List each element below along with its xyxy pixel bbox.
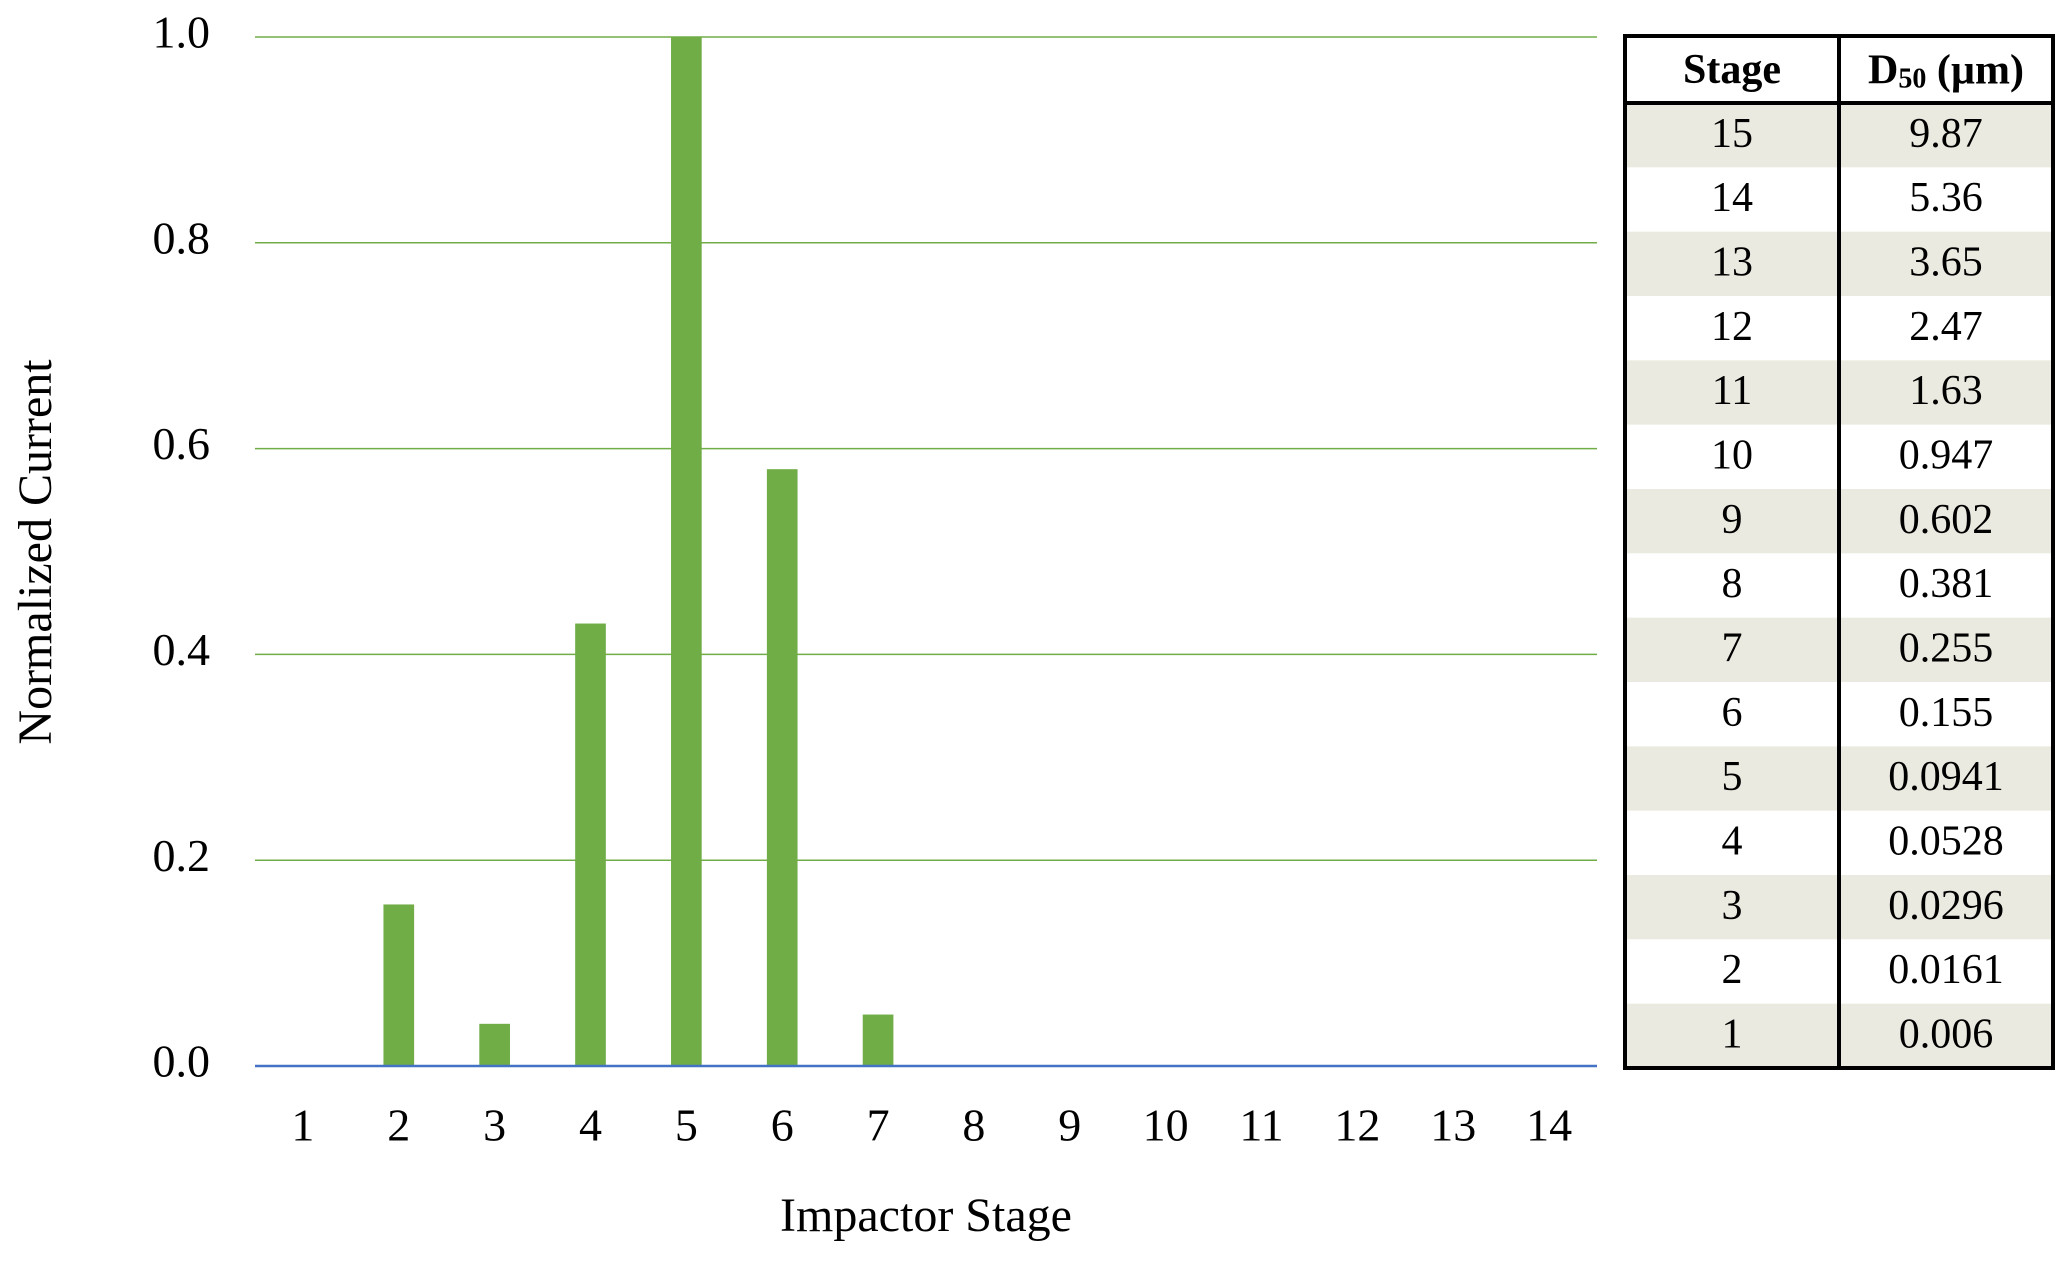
- table-cell: 0.0161: [1888, 947, 2004, 993]
- table-cell: 4: [1722, 818, 1743, 864]
- table-cell: 0.006: [1899, 1011, 1994, 1057]
- x-tick-label: 2: [387, 1100, 410, 1151]
- table-header: D50 (µm): [1868, 47, 2024, 95]
- bar: [383, 904, 415, 1066]
- table-cell: 15: [1711, 111, 1753, 157]
- x-tick-label: 9: [1058, 1100, 1081, 1151]
- table-cell: 1: [1722, 1011, 1743, 1057]
- x-axis-title: Impactor Stage: [780, 1189, 1072, 1242]
- table-cell: 0.155: [1899, 690, 1994, 736]
- bar: [862, 1014, 894, 1066]
- header-main: D: [1868, 47, 1898, 93]
- table-cell: 0.0528: [1888, 818, 2004, 864]
- table-cell: 0.0941: [1888, 754, 2004, 800]
- x-tick-label: 3: [483, 1100, 506, 1151]
- y-tick-label: 0.6: [153, 418, 211, 469]
- x-tick-label: 6: [771, 1100, 794, 1151]
- x-tick-label: 1: [291, 1100, 314, 1151]
- bar: [766, 469, 798, 1066]
- table-cell: 0.255: [1899, 625, 1994, 671]
- y-tick-label: 1.0: [153, 7, 211, 58]
- table-cell: 11: [1712, 368, 1752, 414]
- bar: [479, 1023, 510, 1066]
- y-tick-label: 0.0: [153, 1036, 211, 1087]
- table-cell: 0.947: [1899, 432, 1994, 478]
- y-axis-title: Normalized Current: [9, 359, 62, 745]
- x-tick-label: 14: [1526, 1100, 1572, 1151]
- x-tick-label: 7: [867, 1100, 890, 1151]
- table-cell: 10: [1711, 432, 1753, 478]
- x-tick-label: 12: [1334, 1100, 1380, 1151]
- header-subscript: 50: [1898, 64, 1926, 95]
- table-cell: 3.65: [1909, 239, 1983, 285]
- table-cell: 3: [1722, 883, 1743, 929]
- x-tick-label: 10: [1143, 1100, 1189, 1151]
- x-tick-label: 5: [675, 1100, 698, 1151]
- header-unit: (µm): [1926, 47, 2024, 93]
- y-tick-label: 0.4: [153, 624, 211, 675]
- table-cell: 13: [1711, 239, 1753, 285]
- table-cell: 5.36: [1909, 175, 1983, 221]
- table-cell: 8: [1722, 561, 1743, 607]
- table-cell: 9: [1722, 497, 1743, 543]
- x-tick-label: 13: [1430, 1100, 1476, 1151]
- table-header: Stage: [1683, 47, 1781, 93]
- table-cell: 0.602: [1899, 497, 1994, 543]
- table-cell: 5: [1722, 754, 1743, 800]
- table-cell: 1.63: [1909, 368, 1983, 414]
- x-tick-label: 4: [579, 1100, 602, 1151]
- table-cell: 0.381: [1899, 561, 1994, 607]
- table-cell: 0.0296: [1888, 883, 2004, 929]
- table-cell: 2: [1722, 947, 1743, 993]
- y-tick-label: 0.2: [153, 830, 211, 881]
- table-cell: 12: [1711, 304, 1753, 350]
- bar: [671, 37, 702, 1066]
- table-cell: 7: [1722, 625, 1743, 671]
- bar: [575, 623, 606, 1066]
- y-tick-label: 0.8: [153, 212, 211, 263]
- x-tick-label: 8: [962, 1100, 985, 1151]
- table-cell: 2.47: [1909, 304, 1983, 350]
- table-cell: 9.87: [1909, 111, 1983, 157]
- table-cell: 14: [1711, 175, 1753, 221]
- x-tick-label: 11: [1239, 1100, 1283, 1151]
- table-cell: 6: [1722, 690, 1743, 736]
